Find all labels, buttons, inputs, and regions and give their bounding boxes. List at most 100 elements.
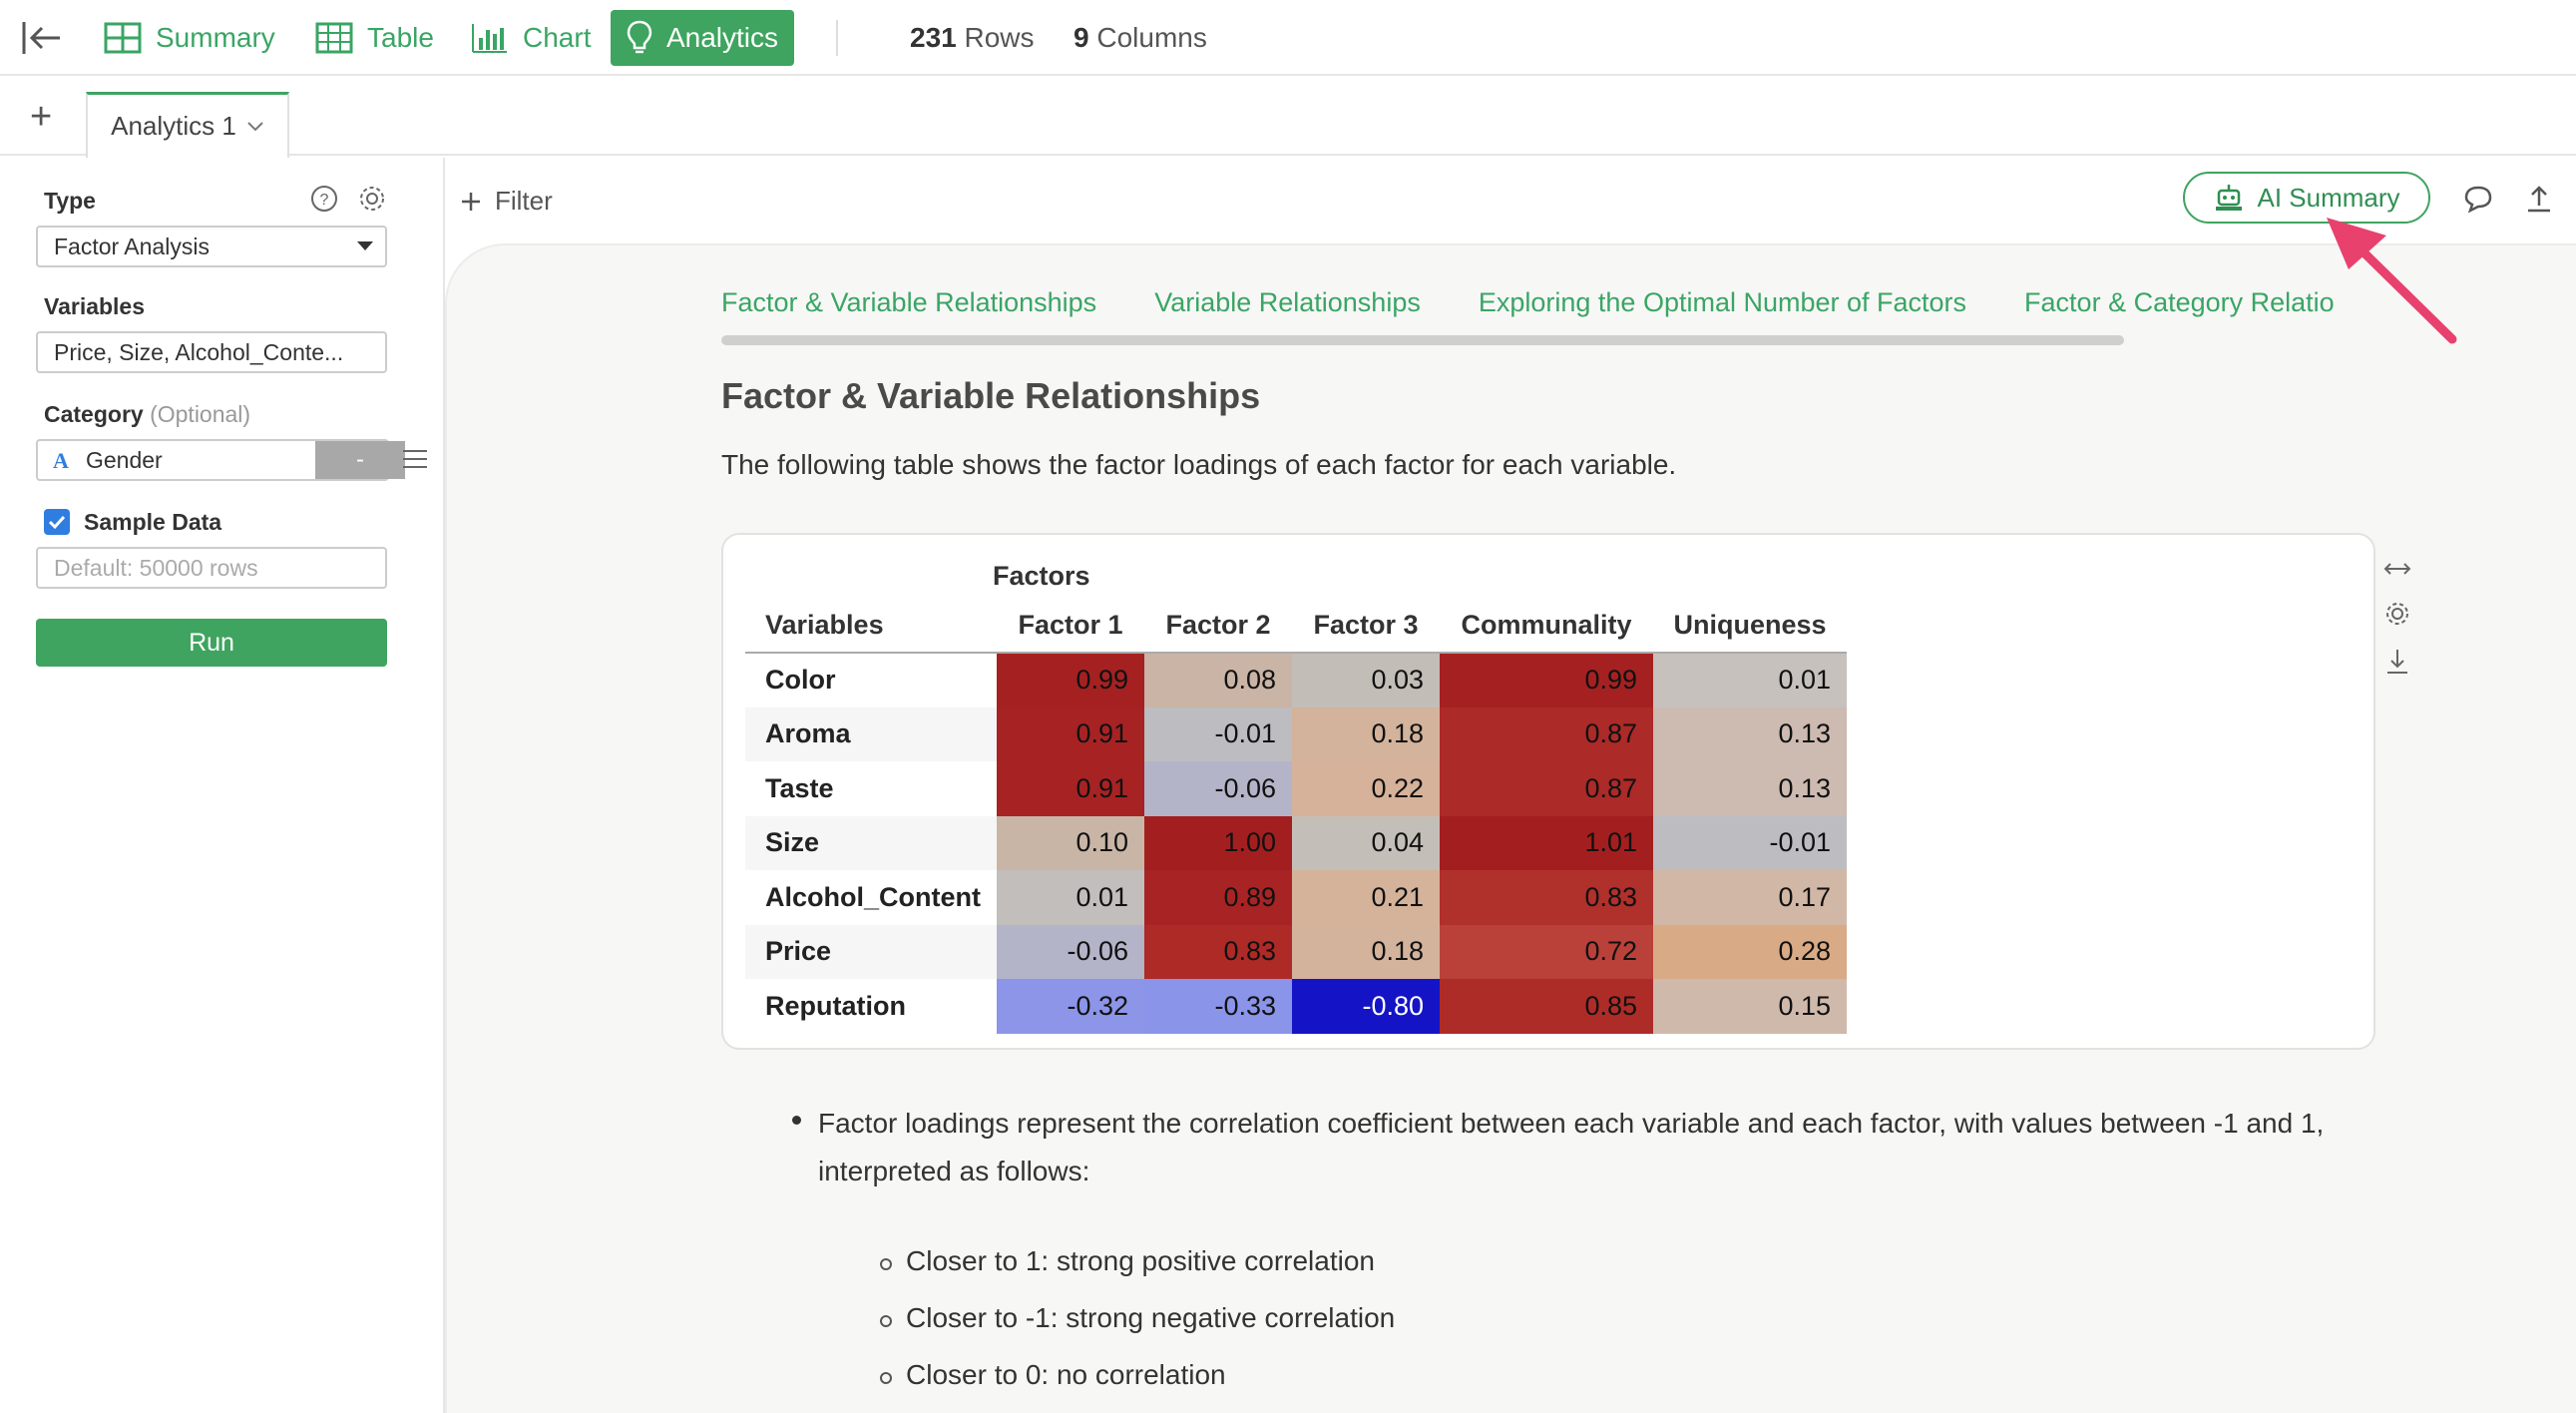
sub-bullet-positive: Closer to 1: strong positive correlation (906, 1245, 1375, 1276)
subtab-variable-relationships[interactable]: Variable Relationships (1154, 287, 1421, 317)
category-dash-label: - (356, 446, 364, 473)
loading-cell: -0.06 (997, 924, 1144, 979)
table-row: Aroma 0.91 -0.01 0.18 0.87 0.13 (745, 706, 1847, 761)
sub-bullet-negative: Closer to -1: strong negative correlatio… (906, 1302, 1396, 1333)
columns-stat: 9 Columns (1073, 22, 1207, 54)
nav-analytics[interactable]: Analytics (611, 10, 794, 66)
expand-width-icon[interactable] (2382, 559, 2412, 579)
menu-icon[interactable] (401, 447, 429, 471)
row-variable-name: Aroma (745, 706, 997, 761)
loading-cell: 0.87 (1440, 706, 1653, 761)
export-icon[interactable] (2524, 184, 2554, 214)
category-field[interactable]: A Gender - (36, 439, 405, 481)
table-row: Color 0.99 0.08 0.03 0.99 0.01 (745, 653, 1847, 707)
run-button[interactable]: Run (36, 619, 387, 667)
svg-text:A: A (53, 448, 69, 472)
loading-cell: -0.80 (1292, 979, 1440, 1034)
nav-table[interactable]: Table (299, 10, 450, 66)
sample-rows-input[interactable]: Default: 50000 rows (36, 547, 387, 589)
summary-grid-icon (104, 22, 142, 54)
loading-cell: 0.85 (1440, 979, 1653, 1034)
loading-cell: 0.18 (1292, 706, 1440, 761)
result-subtabs: Factor & Variable Relationships Variable… (721, 287, 2377, 327)
filter-button[interactable]: Filter (459, 186, 553, 217)
loading-cell: 0.17 (1653, 870, 1847, 925)
nav-chart[interactable]: Chart (455, 10, 607, 66)
columns-count: 9 (1073, 22, 1089, 53)
loading-cell: 0.04 (1292, 815, 1440, 870)
rows-label: Rows (964, 22, 1035, 53)
type-select-value: Factor Analysis (54, 233, 210, 259)
variables-field[interactable]: Price, Size, Alcohol_Conte... (36, 331, 387, 373)
top-toolbar: Summary Table Chart Analytics 231 Rows 9… (0, 0, 2576, 76)
loading-cell: 0.99 (1440, 653, 1653, 707)
type-select[interactable]: Factor Analysis (36, 226, 387, 267)
gear-icon[interactable] (357, 184, 387, 214)
download-icon[interactable] (2382, 647, 2412, 677)
subtab-factor-category[interactable]: Factor & Category Relatio (2024, 287, 2335, 317)
ai-summary-button[interactable]: AI Summary (2183, 172, 2430, 224)
table-settings-icon[interactable] (2382, 599, 2412, 629)
table-row: Size 0.10 1.00 0.04 1.01 -0.01 (745, 815, 1847, 870)
col-communality: Communality (1440, 599, 1653, 654)
loading-cell: -0.06 (1144, 761, 1292, 816)
loading-cell: -0.01 (1653, 815, 1847, 870)
table-row: Price -0.06 0.83 0.18 0.72 0.28 (745, 924, 1847, 979)
section-heading: Factor & Variable Relationships (721, 375, 1261, 416)
nav-summary[interactable]: Summary (88, 10, 291, 66)
col-factor-3: Factor 3 (1292, 599, 1440, 654)
loading-cell: -0.33 (1144, 979, 1292, 1034)
category-dash-button[interactable]: - (315, 441, 405, 479)
category-label-text: Category (44, 401, 144, 427)
toolbar-divider (836, 20, 838, 56)
bullet-dot (792, 1116, 801, 1125)
chevron-down-icon[interactable] (246, 121, 264, 133)
row-variable-name: Price (745, 924, 997, 979)
columns-label: Columns (1096, 22, 1207, 53)
loading-cell: -0.01 (1144, 706, 1292, 761)
comment-icon[interactable] (2462, 184, 2494, 214)
add-tab-button[interactable]: + (30, 96, 53, 138)
col-factor-2: Factor 2 (1144, 599, 1292, 654)
loading-cell: 0.91 (997, 706, 1144, 761)
col-factor-1: Factor 1 (997, 599, 1144, 654)
row-variable-name: Size (745, 815, 997, 870)
subtab-scrollbar[interactable] (721, 335, 2124, 345)
col-variables: Variables (745, 599, 997, 654)
plus-icon (462, 192, 480, 211)
rows-count: 231 (910, 22, 957, 53)
sample-data-label: Sample Data (84, 509, 222, 535)
nav-summary-label: Summary (156, 22, 275, 53)
row-variable-name: Color (745, 653, 997, 707)
loading-cell: 0.87 (1440, 761, 1653, 816)
config-panel: Type ? Factor Analysis Variables Price, … (22, 158, 445, 1413)
loading-cell: 0.13 (1653, 761, 1847, 816)
loading-cell: 0.72 (1440, 924, 1653, 979)
sub-bullet-ring (880, 1372, 892, 1384)
category-value: Gender (86, 446, 163, 473)
sub-bullet-ring (880, 1258, 892, 1270)
loading-cell: 0.99 (997, 653, 1144, 707)
category-label: Category (Optional) (44, 401, 250, 428)
subtab-factor-variable[interactable]: Factor & Variable Relationships (721, 287, 1097, 317)
loadings-table-body: Color 0.99 0.08 0.03 0.99 0.01 Aroma 0.91 -0.01 0… (745, 653, 1847, 1034)
loadings-table: Variables Factor 1 Factor 2 Factor 3 Com… (745, 599, 1847, 1034)
subtab-optimal-factors[interactable]: Exploring the Optimal Number of Factors (1478, 287, 1967, 317)
sample-rows-placeholder: Default: 50000 rows (54, 554, 258, 581)
bar-chart-icon (472, 24, 507, 53)
loading-cell: 0.08 (1144, 653, 1292, 707)
table-row: Taste 0.91 -0.06 0.22 0.87 0.13 (745, 761, 1847, 816)
loading-cell: 0.13 (1653, 706, 1847, 761)
loading-cell: 0.89 (1144, 870, 1292, 925)
help-icon[interactable]: ? (309, 184, 339, 214)
sample-data-checkbox[interactable] (44, 509, 70, 535)
ai-summary-label: AI Summary (2257, 182, 2400, 213)
collapse-left-icon[interactable] (20, 18, 64, 58)
nav-analytics-label: Analytics (665, 22, 778, 53)
loadings-card: Factors Variables Factor 1 Factor 2 Fact… (721, 533, 2375, 1050)
row-variable-name: Alcohol_Content (745, 870, 997, 925)
tab-analytics-1[interactable]: Analytics 1 (86, 92, 289, 158)
loading-cell: 0.10 (997, 815, 1144, 870)
row-variable-name: Taste (745, 761, 997, 816)
variables-label: Variables (44, 293, 146, 319)
